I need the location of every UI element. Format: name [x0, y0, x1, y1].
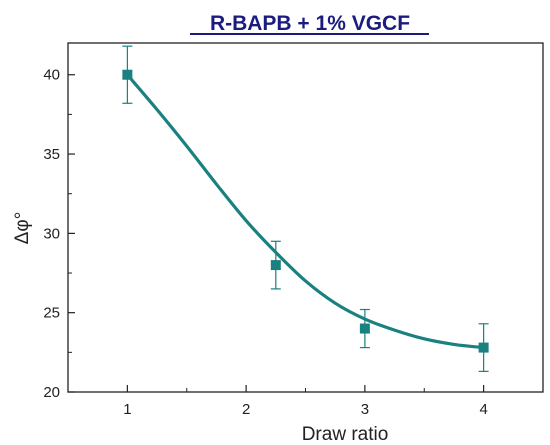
y-tick-label: 35	[43, 146, 60, 163]
fit-curve-line	[126, 73, 484, 350]
y-tick-label: 20	[43, 384, 60, 401]
data-point-marker	[478, 342, 489, 353]
data-point-marker	[359, 323, 370, 334]
chart-title-group: R-BAPB + 1% VGCF	[190, 12, 429, 35]
x-tick-label: 3	[361, 401, 369, 418]
x-axis-label: Draw ratio	[302, 424, 389, 445]
plot-area-frame	[67, 42, 544, 393]
y-tick-label: 25	[43, 305, 60, 322]
y-axis-ticks: 20 25 30 35 40	[43, 67, 75, 401]
y-axis-label: Δφ°	[12, 212, 33, 245]
y-tick-label: 40	[43, 67, 60, 84]
data-points	[122, 45, 489, 372]
x-tick-label: 4	[479, 401, 487, 418]
chart-title: R-BAPB + 1% VGCF	[210, 12, 410, 35]
y-tick-label: 30	[43, 225, 60, 242]
data-point-marker	[122, 69, 133, 80]
x-tick-label: 1	[123, 401, 131, 418]
x-axis-ticks: 1 2 3 4	[123, 385, 488, 418]
data-point-marker	[270, 260, 281, 271]
x-tick-label: 2	[242, 401, 250, 418]
